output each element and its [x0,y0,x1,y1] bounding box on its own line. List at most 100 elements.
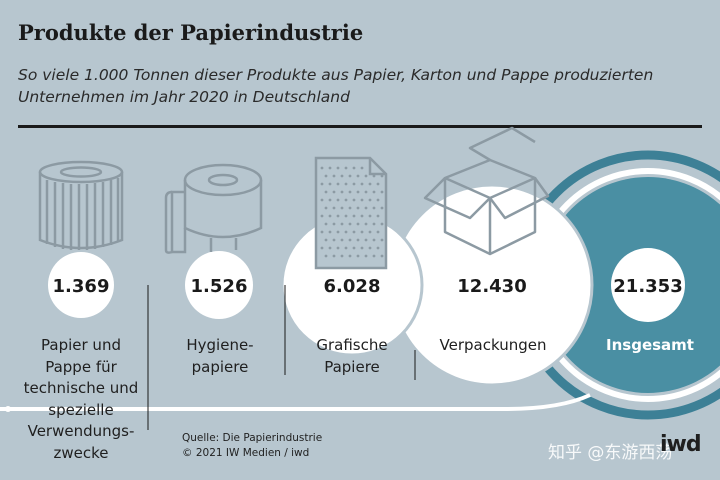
document-dot [380,222,384,226]
document-dot [360,246,364,250]
document-dot [380,238,384,242]
document-dot [356,174,360,178]
document-dot [344,214,348,218]
document-dot [372,222,376,226]
category-label-insgesamt: Insgesamt [606,336,694,354]
document-dot [368,230,372,234]
document-dot [364,222,368,226]
document-dot [332,190,336,194]
document-dot [360,198,364,202]
page-subtitle: So viele 1.000 Tonnen dieser Produkte au… [18,66,654,106]
document-dot [352,166,356,170]
document-dot [332,254,336,258]
page-title: Produkte der Papierindustrie [18,20,364,45]
document-dot [328,182,332,186]
document-dot [356,222,360,226]
document-dot [364,206,368,210]
document-dot [376,246,380,250]
document-dot [356,206,360,210]
document-dot [348,190,352,194]
document-dot [372,238,376,242]
document-dot [380,190,384,194]
document-dot [320,198,324,202]
document-dot [360,182,364,186]
baseline-dot [5,406,11,412]
document-dot [352,198,356,202]
category-label-grafische-papiere: Grafische Papiere [316,336,388,376]
header-rule [18,125,702,128]
document-dot [320,182,324,186]
document-dot [352,214,356,218]
document-dot [348,238,352,242]
category-label-technische: Papier und Pappe für technische und speziel… [23,336,139,462]
document-dot [368,214,372,218]
document-dot [332,222,336,226]
document-dot [376,182,380,186]
document-dot [324,206,328,210]
document-dot [360,214,364,218]
source-line-1: Quelle: Die Papierindustrie [182,432,323,444]
document-dot [328,198,332,202]
document-dot [368,246,372,250]
source-line-2: © 2021 IW Medien / iwd [182,447,310,459]
document-dot [328,214,332,218]
document-dot [324,222,328,226]
document-dot [340,206,344,210]
value-label-verpackungen: 12.430 [457,276,526,297]
bubble-technische [48,252,114,318]
document-dot [340,190,344,194]
document-dot [336,246,340,250]
document-dot [340,238,344,242]
document-dot [344,166,348,170]
document-dot [380,254,384,258]
document-dot [332,238,336,242]
toilet-paper-icon [164,163,263,254]
document-dot [332,174,336,178]
document-dot [352,182,356,186]
category-label-hygienepapiere: Hygiene-papiere [186,336,254,376]
document-dot [340,254,344,258]
document-dot [320,230,324,234]
document-dot [352,230,356,234]
document-dot [368,198,372,202]
document-dot [372,174,376,178]
document-dot [360,230,364,234]
document-dot [372,254,376,258]
value-label-insgesamt: 21.353 [613,276,682,297]
bubble-hygienepapiere [185,251,253,319]
document-dot [376,214,380,218]
document-dot [368,182,372,186]
document-dot [372,190,376,194]
document-dot [336,214,340,218]
box-icon [423,126,550,256]
document-dot [324,238,328,242]
document-dot [328,246,332,250]
document-dot [352,246,356,250]
document-dot [340,222,344,226]
document-dot [336,166,340,170]
document-dot [324,174,328,178]
document-dot [364,254,368,258]
document-dot [356,190,360,194]
document-dot [328,230,332,234]
document-dot [336,198,340,202]
document-dot [372,206,376,210]
category-label-verpackungen: Verpackungen [439,336,547,354]
document-dot [348,174,352,178]
document-dot [360,166,364,170]
document-dot [340,174,344,178]
document-dot [348,206,352,210]
baseline [0,393,591,411]
document-dot [376,230,380,234]
document-dot [356,238,360,242]
watermark: 知乎 @东游西荡 [548,443,673,463]
document-dot [332,206,336,210]
document-dot [336,182,340,186]
document-dot [344,198,348,202]
document-dot [320,214,324,218]
document-dot [324,190,328,194]
filter-cartridge-icon [38,160,124,250]
document-dot [336,230,340,234]
bubble-total-value-disk [611,248,685,322]
